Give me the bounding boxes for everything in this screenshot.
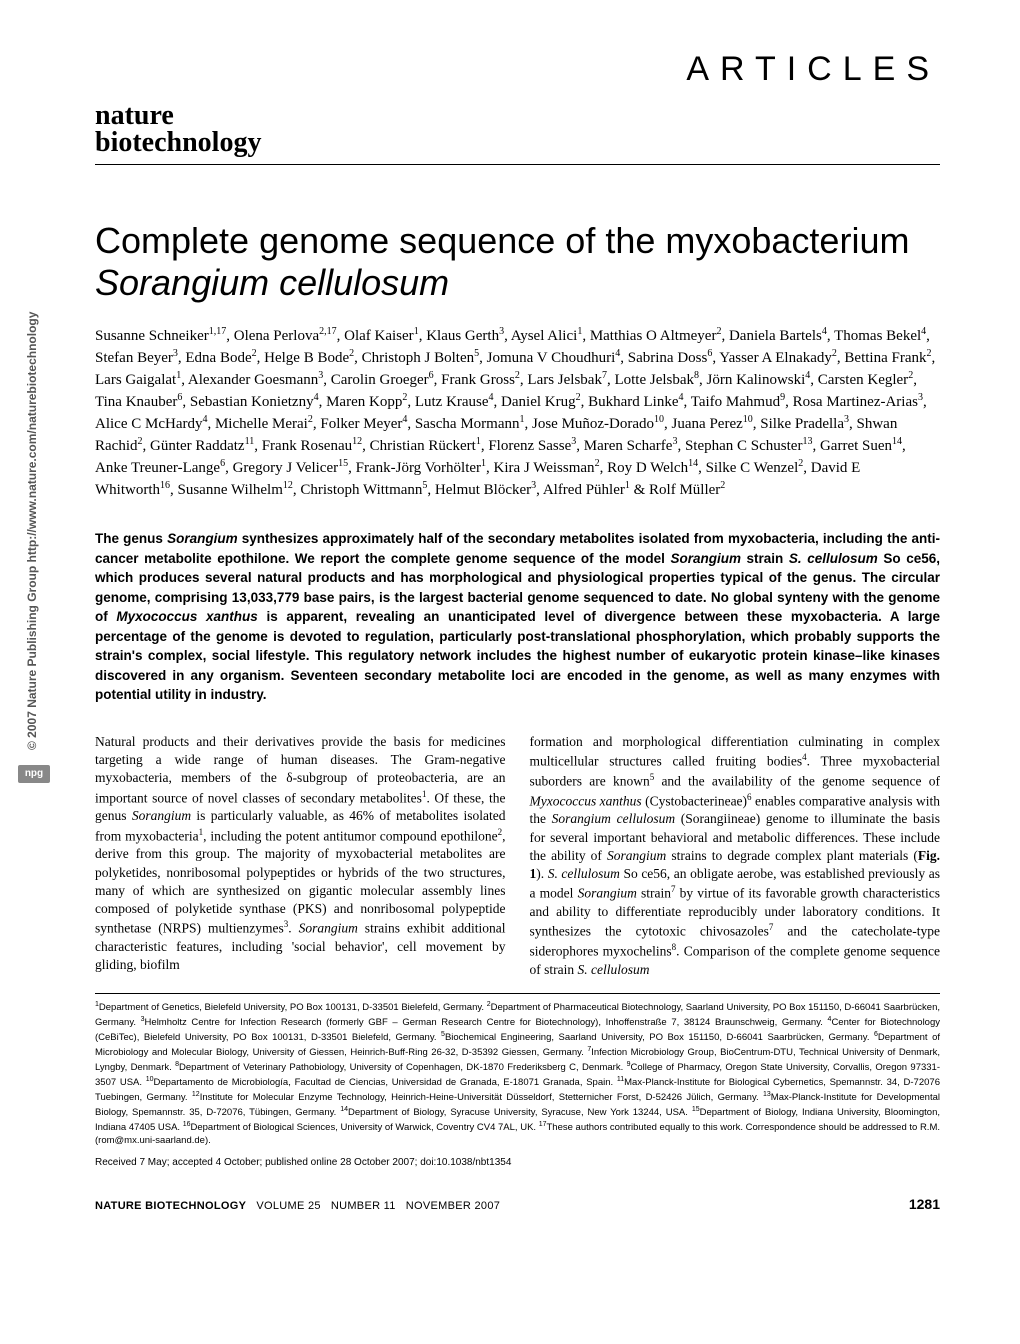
footer-journal: NATURE BIOTECHNOLOGY [95,1200,246,1212]
footer-left: NATURE BIOTECHNOLOGY VOLUME 25 NUMBER 11… [95,1200,500,1212]
header: ARTICLES [95,50,940,89]
npg-badge: npg [18,765,50,783]
article-title: Complete genome sequence of the myxobact… [95,220,940,303]
footer: NATURE BIOTECHNOLOGY VOLUME 25 NUMBER 11… [95,1196,940,1212]
body-col2: formation and morphological differentiat… [530,733,941,979]
received-line: Received 7 May; accepted 4 October; publ… [95,1157,940,1168]
body-text: Natural products and their derivatives p… [95,733,940,979]
journal-logo: nature biotechnology [95,103,940,156]
title-line2: Sorangium cellulosum [95,262,449,303]
footer-volume: VOLUME 25 [256,1200,320,1212]
title-line1: Complete genome sequence of the myxobact… [95,220,909,261]
header-divider [95,164,940,165]
footer-date: NOVEMBER 2007 [406,1200,500,1212]
affiliations: 1Department of Genetics, Bielefeld Unive… [95,1000,940,1148]
affiliation-divider [95,993,940,994]
sidebar-copyright: © 2007 Nature Publishing Group http://ww… [25,312,39,750]
body-col1: Natural products and their derivatives p… [95,733,506,979]
authors: Susanne Schneiker1,17, Olena Perlova2,17… [95,325,940,501]
page-number: 1281 [909,1196,940,1212]
journal-line2: biotechnology [95,130,940,157]
footer-number: NUMBER 11 [331,1200,396,1212]
section-label: ARTICLES [686,50,940,88]
journal-line1: nature [95,103,940,130]
abstract: The genus Sorangium synthesizes approxim… [95,529,940,705]
